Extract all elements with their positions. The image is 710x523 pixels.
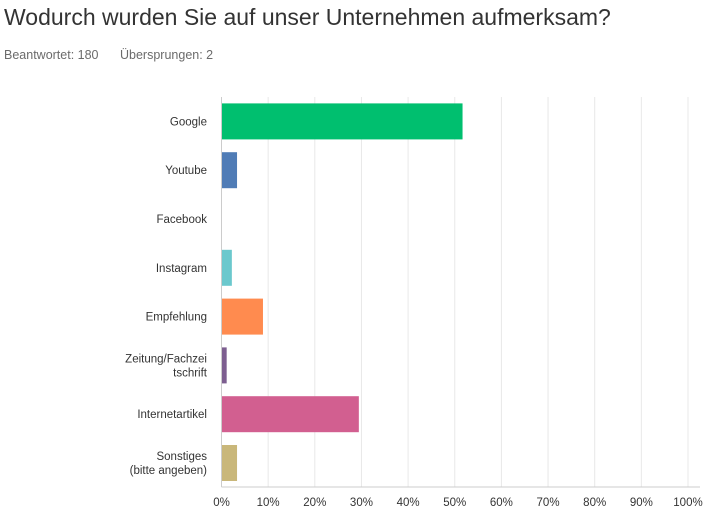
x-tick-label: 70% bbox=[537, 497, 560, 509]
category-label: Google bbox=[170, 116, 207, 128]
skipped-count: Übersprungen: 2 bbox=[120, 48, 214, 62]
bar-zeitung-fachzeitschrift bbox=[221, 347, 227, 384]
page-title: Wodurch wurden Sie auf unser Unternehmen… bbox=[4, 4, 611, 30]
bar-empfehlung bbox=[221, 298, 263, 335]
x-tick-label: 0% bbox=[213, 497, 230, 509]
x-tick-label: 30% bbox=[350, 497, 373, 509]
bar-internetartikel bbox=[221, 396, 359, 433]
x-tick-label: 50% bbox=[443, 497, 466, 509]
category-label: Internetartikel bbox=[137, 409, 207, 421]
x-tick-label: 90% bbox=[630, 497, 653, 509]
x-tick-label: 20% bbox=[303, 497, 326, 509]
category-label: Sonstiges bbox=[156, 451, 207, 463]
category-label: Empfehlung bbox=[146, 312, 207, 324]
bar-sonstiges-bitte-angeben- bbox=[221, 445, 238, 481]
answered-count: Beantwortet: 180 bbox=[4, 48, 99, 62]
bar-google bbox=[221, 103, 463, 140]
category-label: Instagram bbox=[156, 263, 207, 275]
category-label: Facebook bbox=[156, 214, 207, 226]
x-tick-label: 80% bbox=[583, 497, 606, 509]
response-stats: Beantwortet: 180 Übersprungen: 2 bbox=[4, 48, 231, 62]
category-label: Youtube bbox=[165, 165, 207, 177]
x-tick-label: 60% bbox=[490, 497, 513, 509]
category-label: tschrift bbox=[173, 367, 208, 379]
x-tick-label: 40% bbox=[397, 497, 420, 509]
bar-instagram bbox=[221, 249, 232, 286]
x-tick-label: 10% bbox=[257, 497, 280, 509]
bar-youtube bbox=[221, 152, 238, 189]
category-label: Zeitung/Fachzei bbox=[125, 353, 207, 365]
category-label: (bitte angeben) bbox=[130, 465, 208, 477]
x-tick-label: 100% bbox=[673, 497, 702, 509]
